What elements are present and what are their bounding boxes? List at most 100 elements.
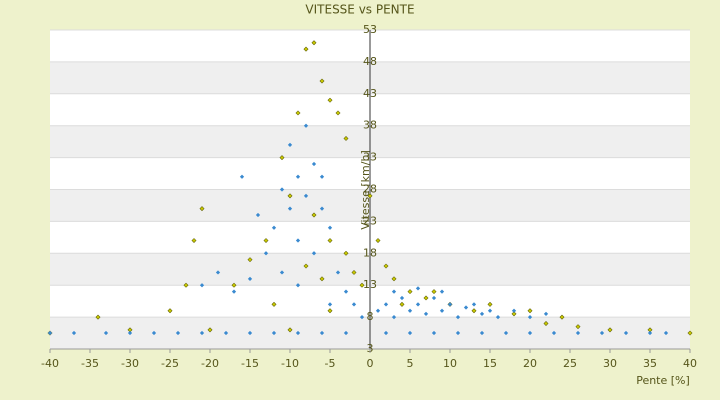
point [127,330,133,336]
x-tick-label: 20 [523,357,537,370]
point [271,330,277,336]
point [127,327,133,333]
point [295,283,301,288]
x-tick-label: 25 [563,357,577,370]
point [423,311,429,317]
point [383,263,389,269]
point [327,225,333,230]
point [351,302,357,307]
y-axis-title: Vitesse [km/h] [359,150,372,230]
point [463,305,469,310]
point [335,270,341,275]
point [319,330,325,336]
point [295,330,301,336]
x-tick-label: -20 [201,357,219,370]
point [343,330,349,336]
point [607,327,613,333]
point [447,302,453,307]
y-tick-label: 48 [363,55,377,68]
x-tick-label: -25 [161,357,179,370]
x-tick-label: -10 [281,357,299,370]
point [399,301,405,307]
y-tick-label: 3 [367,342,374,355]
y-tick-label: 38 [363,119,377,132]
point [439,289,445,294]
point [311,40,317,46]
point [359,282,365,288]
point [479,311,485,317]
point [311,161,317,167]
point [287,206,293,211]
point [279,187,285,192]
point [391,276,397,282]
point [687,330,693,336]
point [487,308,493,313]
point [503,330,509,336]
point [255,212,261,218]
point [407,289,413,295]
y-tick-label: 53 [363,23,377,36]
point [423,295,429,301]
point [319,78,325,84]
point [383,330,389,336]
x-tick-label: -35 [81,357,99,370]
point [431,295,437,301]
point [271,301,277,307]
point [295,238,301,243]
point [359,314,365,320]
point [471,308,477,314]
point [415,302,421,307]
point [303,193,309,199]
point [319,276,325,282]
x-tick-label: -40 [41,357,59,370]
point [327,97,333,103]
point [327,302,333,307]
point [295,110,301,116]
x-tick-label: 30 [603,357,617,370]
point [495,314,501,320]
point [263,238,269,244]
x-tick-label: 40 [683,357,697,370]
point [351,269,357,275]
point [199,206,205,212]
point [439,308,445,313]
chart-title: VITESSE vs PENTE [305,3,414,17]
point [527,314,533,320]
point [327,308,333,314]
point [215,270,221,275]
point [311,251,317,256]
point [367,193,373,199]
point [231,289,237,294]
x-axis-title: Pente [%] [636,374,690,387]
point [303,46,309,52]
point [455,314,461,320]
point [231,282,237,288]
point [279,155,285,161]
point [575,330,581,336]
point [527,308,533,314]
point [247,330,253,336]
point [271,225,277,230]
point [391,289,397,294]
point [191,238,197,244]
point [479,330,485,336]
point [199,330,205,336]
point [511,308,517,313]
point [263,251,269,256]
point [247,276,253,281]
point [431,289,437,295]
point [287,193,293,199]
y-tick-label: 33 [363,151,377,164]
point [343,135,349,141]
point [343,289,349,294]
point [383,302,389,307]
y-tick-label: 18 [363,246,377,259]
point [599,330,605,336]
point [151,330,157,336]
point [175,330,181,336]
point [239,174,245,179]
x-tick-label: 5 [407,357,414,370]
point [511,311,517,317]
point [391,314,397,320]
